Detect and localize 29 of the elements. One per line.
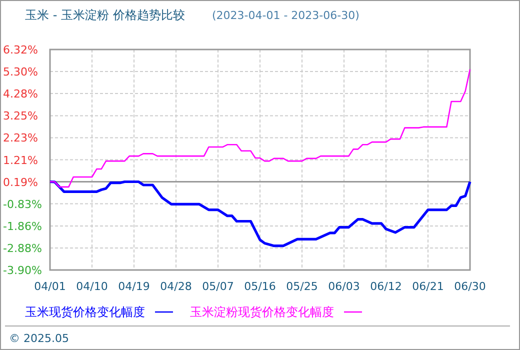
legend-label: 玉米淀粉现货价格变化幅度 [190, 305, 334, 319]
x-tick-label: 04/01 [34, 280, 66, 293]
chart-title: 玉米 - 玉米淀粉 价格趋势比较 [25, 8, 185, 22]
y-tick-label: 4.28% [3, 88, 38, 101]
text: © 2025.05 [9, 332, 69, 345]
x-tick-label: 06/21 [412, 280, 444, 293]
line-series [48, 180, 472, 248]
legend-label: 玉米现货价格变化幅度 [25, 305, 145, 319]
y-tick-label: 1.21% [3, 154, 38, 167]
x-tick-label: 04/28 [160, 280, 192, 293]
x-tick-label: 05/16 [244, 280, 276, 293]
y-tick-label: 2.23% [3, 132, 38, 145]
x-tick-label: 04/19 [118, 280, 150, 293]
x-tick-label: 06/30 [454, 280, 486, 293]
x-tick-label: 05/25 [286, 280, 318, 293]
y-tick-label: -1.86% [3, 220, 42, 233]
y-tick-label: -3.90% [3, 264, 42, 277]
y-tick-label: 6.32% [3, 44, 38, 56]
y-tick-label: 3.25% [3, 110, 38, 123]
y-tick-label: 0.19% [3, 176, 38, 189]
x-tick-label: 04/10 [76, 280, 108, 293]
y-tick-label: -2.88% [3, 242, 42, 255]
x-tick-label: 06/12 [370, 280, 402, 293]
x-tick-label: 06/03 [328, 280, 360, 293]
x-tick-label: 05/07 [202, 280, 234, 293]
y-tick-label: 5.30% [3, 66, 38, 79]
chart-subtitle: (2023-04-01 - 2023-06-30) [212, 9, 360, 22]
line-series [49, 68, 471, 188]
y-tick-label: -0.83% [3, 198, 42, 211]
